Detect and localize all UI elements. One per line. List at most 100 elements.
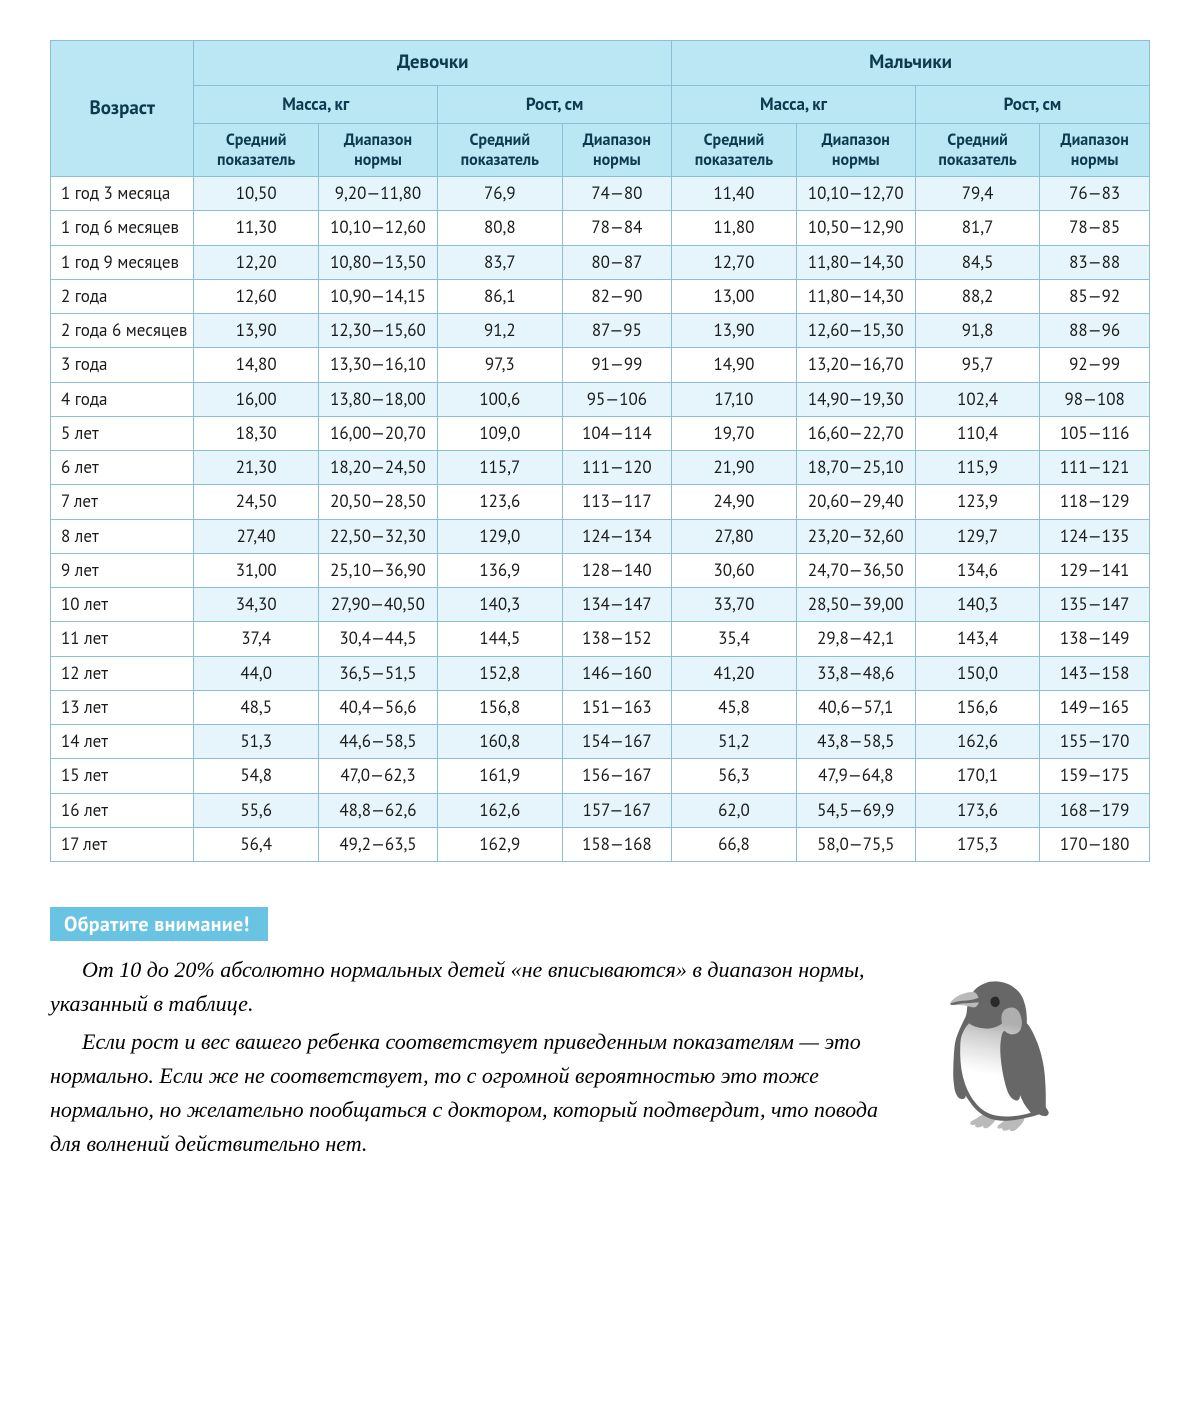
cell-value: 37,4: [194, 622, 319, 656]
cell-age: 8 лет: [51, 519, 194, 553]
cell-value: 10,50—12,90: [796, 211, 915, 245]
cell-value: 12,60—15,30: [796, 314, 915, 348]
cell-age: 7 лет: [51, 485, 194, 519]
cell-value: 30,60: [672, 553, 797, 587]
col-range: Диапазон нормы: [1040, 124, 1150, 177]
cell-age: 2 года 6 месяцев: [51, 314, 194, 348]
cell-value: 27,80: [672, 519, 797, 553]
cell-age: 1 год 6 месяцев: [51, 211, 194, 245]
cell-value: 51,2: [672, 725, 797, 759]
cell-value: 91,8: [915, 314, 1040, 348]
cell-value: 144,5: [438, 622, 563, 656]
cell-value: 84,5: [915, 245, 1040, 279]
cell-value: 18,70—25,10: [796, 451, 915, 485]
cell-age: 2 года: [51, 279, 194, 313]
cell-value: 44,6—58,5: [318, 725, 437, 759]
cell-value: 51,3: [194, 725, 319, 759]
table-row: 1 год 3 месяца10,509,20—11,8076,974—8011…: [51, 177, 1150, 211]
cell-value: 27,40: [194, 519, 319, 553]
cell-value: 115,9: [915, 451, 1040, 485]
cell-value: 13,80—18,00: [318, 382, 437, 416]
cell-value: 14,90—19,30: [796, 382, 915, 416]
cell-value: 13,30—16,10: [318, 348, 437, 382]
cell-age: 1 год 3 месяца: [51, 177, 194, 211]
cell-value: 18,20—24,50: [318, 451, 437, 485]
cell-value: 16,00—20,70: [318, 416, 437, 450]
cell-value: 58,0—75,5: [796, 827, 915, 861]
cell-value: 160,8: [438, 725, 563, 759]
cell-value: 98—108: [1040, 382, 1150, 416]
cell-value: 146—160: [562, 656, 672, 690]
col-mean: Средний показатель: [915, 124, 1040, 177]
cell-value: 14,90: [672, 348, 797, 382]
cell-value: 143—158: [1040, 656, 1150, 690]
cell-value: 41,20: [672, 656, 797, 690]
note-paragraph-2: Если рост и вес вашего ребенка соответст…: [50, 1025, 880, 1161]
col-age: Возраст: [51, 41, 194, 177]
col-girls: Девочки: [194, 41, 672, 86]
cell-value: 140,3: [915, 588, 1040, 622]
cell-value: 124—135: [1040, 519, 1150, 553]
cell-value: 47,9—64,8: [796, 759, 915, 793]
cell-value: 43,8—58,5: [796, 725, 915, 759]
cell-age: 10 лет: [51, 588, 194, 622]
cell-value: 129,0: [438, 519, 563, 553]
cell-value: 34,30: [194, 588, 319, 622]
cell-value: 129—141: [1040, 553, 1150, 587]
cell-value: 138—149: [1040, 622, 1150, 656]
table-row: 17 лет56,449,2—63,5162,9158—16866,858,0—…: [51, 827, 1150, 861]
col-range: Диапазон нормы: [562, 124, 672, 177]
cell-value: 44,0: [194, 656, 319, 690]
cell-value: 81,7: [915, 211, 1040, 245]
cell-value: 45,8: [672, 690, 797, 724]
cell-value: 91—99: [562, 348, 672, 382]
cell-value: 62,0: [672, 793, 797, 827]
cell-value: 102,4: [915, 382, 1040, 416]
cell-value: 162,6: [438, 793, 563, 827]
cell-value: 22,50—32,30: [318, 519, 437, 553]
cell-value: 83—88: [1040, 245, 1150, 279]
cell-value: 78—84: [562, 211, 672, 245]
table-row: 2 года 6 месяцев13,9012,30—15,6091,287—9…: [51, 314, 1150, 348]
cell-value: 27,90—40,50: [318, 588, 437, 622]
cell-value: 175,3: [915, 827, 1040, 861]
cell-value: 10,50: [194, 177, 319, 211]
table-row: 15 лет54,847,0—62,3161,9156—16756,347,9—…: [51, 759, 1150, 793]
cell-value: 20,50—28,50: [318, 485, 437, 519]
table-row: 6 лет21,3018,20—24,50115,7111—12021,9018…: [51, 451, 1150, 485]
cell-value: 74—80: [562, 177, 672, 211]
col-mean: Средний показатель: [672, 124, 797, 177]
cell-value: 111—120: [562, 451, 672, 485]
cell-value: 14,80: [194, 348, 319, 382]
cell-value: 12,70: [672, 245, 797, 279]
cell-value: 25,10—36,90: [318, 553, 437, 587]
col-range: Диапазон нормы: [796, 124, 915, 177]
cell-value: 11,30: [194, 211, 319, 245]
cell-value: 20,60—29,40: [796, 485, 915, 519]
cell-value: 111—121: [1040, 451, 1150, 485]
col-girls-mass: Масса, кг: [194, 85, 438, 123]
cell-value: 66,8: [672, 827, 797, 861]
cell-value: 47,0—62,3: [318, 759, 437, 793]
cell-value: 56,3: [672, 759, 797, 793]
cell-value: 31,00: [194, 553, 319, 587]
cell-value: 109,0: [438, 416, 563, 450]
cell-value: 149—165: [1040, 690, 1150, 724]
col-range: Диапазон нормы: [318, 124, 437, 177]
cell-value: 21,90: [672, 451, 797, 485]
table-row: 7 лет24,5020,50—28,50123,6113—11724,9020…: [51, 485, 1150, 519]
cell-value: 136,9: [438, 553, 563, 587]
cell-value: 92—99: [1040, 348, 1150, 382]
cell-age: 16 лет: [51, 793, 194, 827]
note-title: Обратите внимание!: [50, 907, 268, 941]
cell-value: 40,4—56,6: [318, 690, 437, 724]
cell-value: 9,20—11,80: [318, 177, 437, 211]
cell-value: 28,50—39,00: [796, 588, 915, 622]
cell-value: 134—147: [562, 588, 672, 622]
cell-value: 33,8—48,6: [796, 656, 915, 690]
cell-value: 156,6: [915, 690, 1040, 724]
cell-age: 3 года: [51, 348, 194, 382]
cell-value: 16,00: [194, 382, 319, 416]
cell-value: 79,4: [915, 177, 1040, 211]
cell-value: 12,30—15,60: [318, 314, 437, 348]
